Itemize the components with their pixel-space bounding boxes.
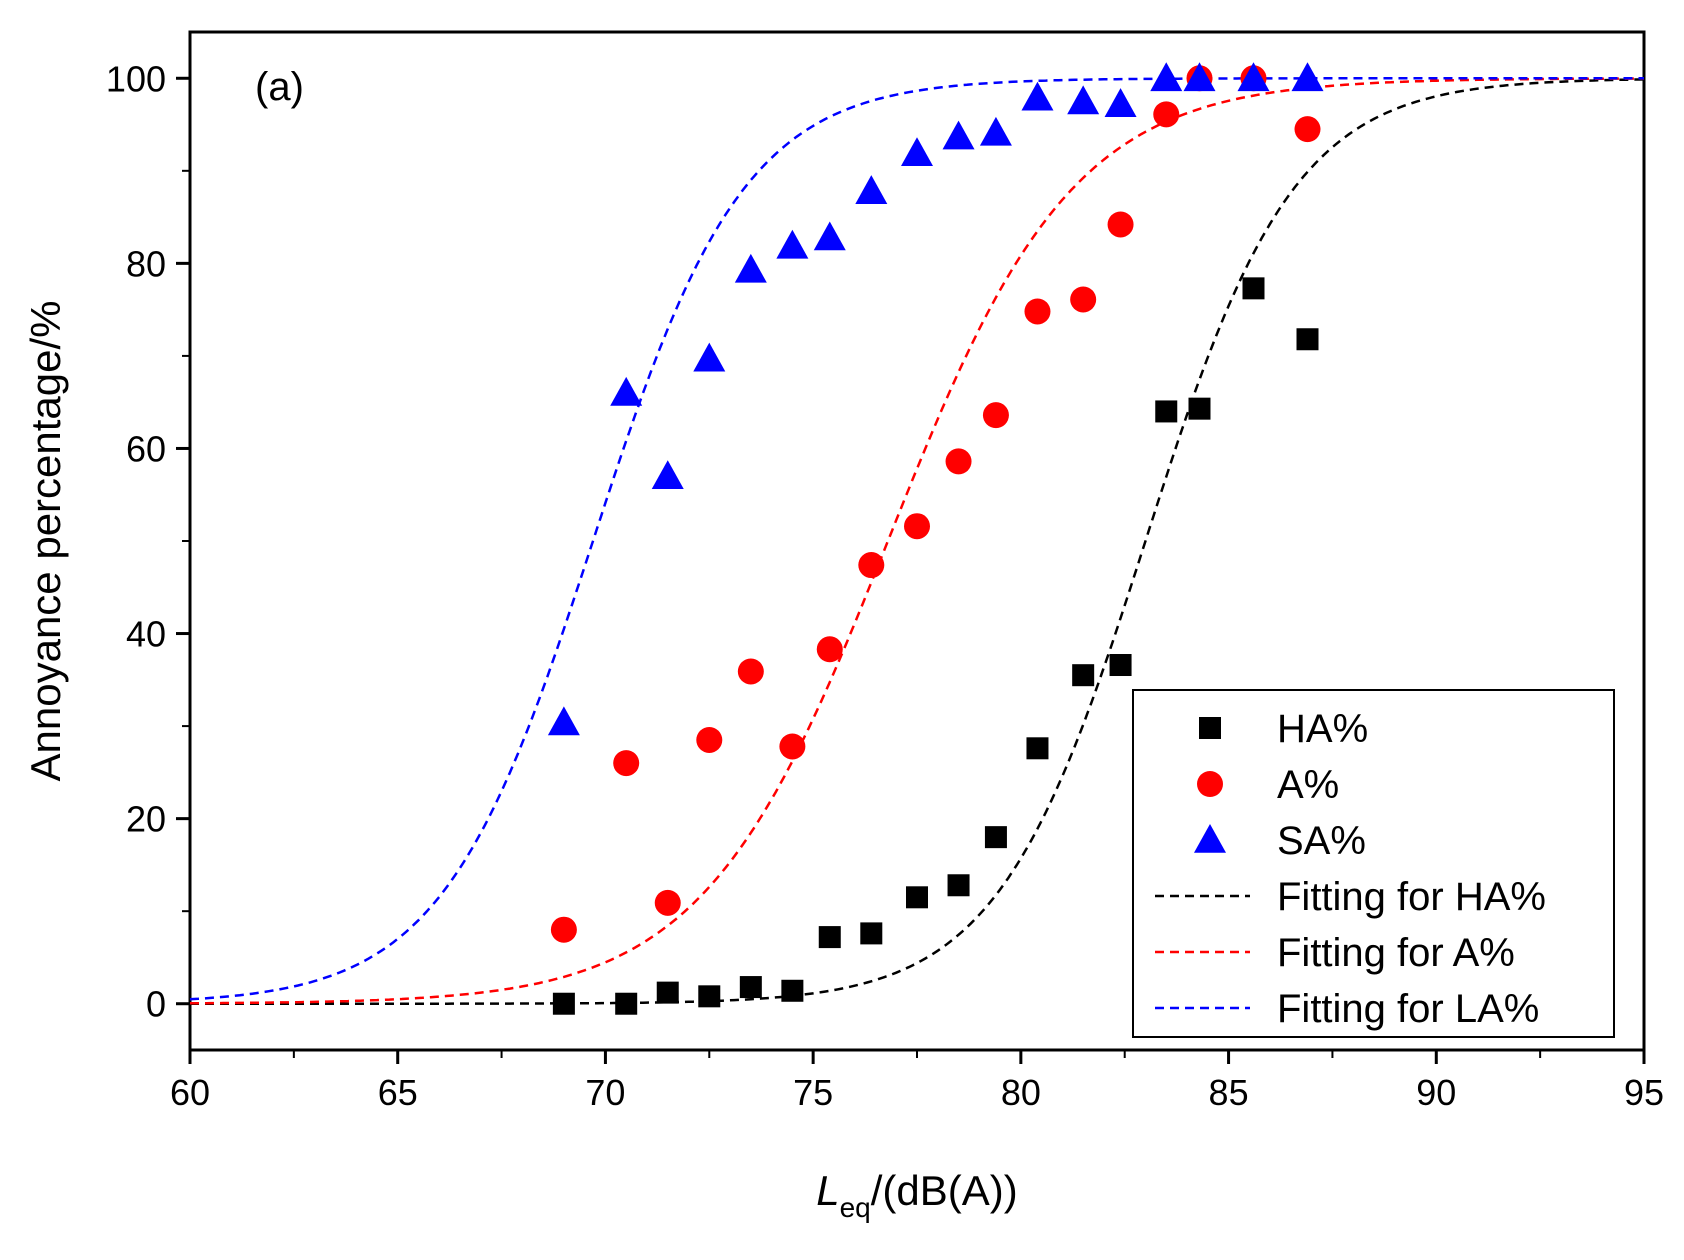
data-point — [615, 992, 638, 1015]
x-tick-label: 85 — [1209, 1072, 1249, 1113]
data-point — [1070, 286, 1097, 313]
legend-box — [1132, 689, 1615, 1038]
data-point — [776, 229, 809, 259]
legend-marker — [1199, 717, 1221, 739]
data-point — [860, 922, 883, 945]
data-point — [552, 992, 575, 1015]
data-point — [1021, 81, 1054, 111]
data-point — [1294, 116, 1321, 143]
x-tick-label: 65 — [378, 1072, 418, 1113]
data-point — [1150, 62, 1183, 92]
fit-line — [190, 77, 1644, 1005]
data-point — [1026, 737, 1049, 760]
data-point — [734, 253, 767, 283]
data-point — [739, 976, 762, 999]
legend-label: A% — [1277, 763, 1339, 807]
y-tick-label: 40 — [126, 614, 166, 655]
fit-line — [189, 77, 1644, 1001]
data-point — [982, 402, 1009, 429]
y-tick-label: 60 — [126, 428, 166, 469]
y-tick-label: 80 — [126, 243, 166, 284]
legend-marker — [1194, 824, 1226, 853]
axes: 60 65 70 75 80 85 90 95 0 20 40 60 80 100 — [106, 58, 1664, 1113]
x-tick-label: 90 — [1416, 1072, 1456, 1113]
data-point — [1155, 400, 1178, 423]
data-point — [654, 889, 681, 916]
data-point — [1067, 85, 1100, 115]
data-point — [855, 175, 888, 204]
y-tick-label: 0 — [146, 984, 166, 1025]
legend-label: Fitting for LA% — [1277, 987, 1539, 1031]
data-point — [610, 376, 643, 406]
data-point — [947, 874, 970, 897]
legend-label: Fitting for HA% — [1277, 875, 1546, 919]
x-axis-label: Leq/(dB(A)) — [816, 1167, 1018, 1223]
x-axis-label-subscript: eq — [840, 1192, 871, 1223]
data-point — [1291, 62, 1324, 92]
data-point — [696, 726, 723, 753]
data-point — [901, 137, 933, 167]
data-point — [1024, 298, 1051, 325]
data-point — [698, 985, 721, 1008]
data-point — [904, 513, 930, 540]
data-point — [1183, 62, 1216, 92]
data-point — [1072, 664, 1095, 687]
x-axis-label-unit: /(dB(A)) — [871, 1167, 1018, 1214]
data-point — [1296, 328, 1319, 351]
legend-label: SA% — [1277, 819, 1366, 863]
data-point — [1104, 88, 1137, 117]
legend-label: HA% — [1277, 707, 1368, 751]
data-point — [550, 916, 577, 943]
x-tick-label: 95 — [1624, 1072, 1664, 1113]
data-point — [1237, 62, 1270, 92]
legend-marker — [1197, 771, 1223, 797]
legend: HA% A% SA% Fitting for HA% Fitting for A% Fit… — [1132, 689, 1615, 1038]
data-point — [1107, 211, 1134, 238]
data-point — [651, 460, 684, 490]
data-point — [613, 750, 640, 777]
data-point — [979, 116, 1012, 146]
data-point — [942, 120, 975, 150]
data-markers — [547, 62, 1324, 1015]
legend-label: Fitting for A% — [1277, 931, 1515, 975]
fit-line — [190, 78, 1645, 1005]
data-point — [816, 636, 843, 663]
y-tick-label: 100 — [106, 58, 166, 99]
x-tick-label: 70 — [585, 1072, 625, 1113]
data-point — [547, 706, 580, 736]
data-point — [813, 221, 846, 251]
x-tick-label: 80 — [1001, 1072, 1041, 1113]
data-point — [1153, 101, 1180, 128]
data-point — [779, 733, 806, 760]
data-point — [693, 342, 726, 372]
data-point — [945, 448, 972, 475]
data-point — [984, 826, 1007, 849]
data-point — [1109, 654, 1132, 677]
y-axis-label: Annoyance percentage/% — [22, 300, 69, 781]
data-point — [781, 979, 804, 1002]
x-tick-label: 75 — [793, 1072, 833, 1113]
data-point — [858, 552, 885, 579]
data-point — [656, 981, 679, 1004]
data-point — [906, 886, 928, 909]
x-axis-label-main: L — [816, 1167, 839, 1214]
fit-curves — [189, 77, 1645, 1005]
data-point — [818, 926, 841, 949]
panel-label: (a) — [255, 65, 304, 109]
x-tick-label: 60 — [170, 1072, 210, 1113]
data-point — [737, 658, 764, 685]
y-tick-label: 20 — [126, 799, 166, 840]
data-point — [1242, 277, 1265, 300]
data-point — [1188, 397, 1211, 420]
